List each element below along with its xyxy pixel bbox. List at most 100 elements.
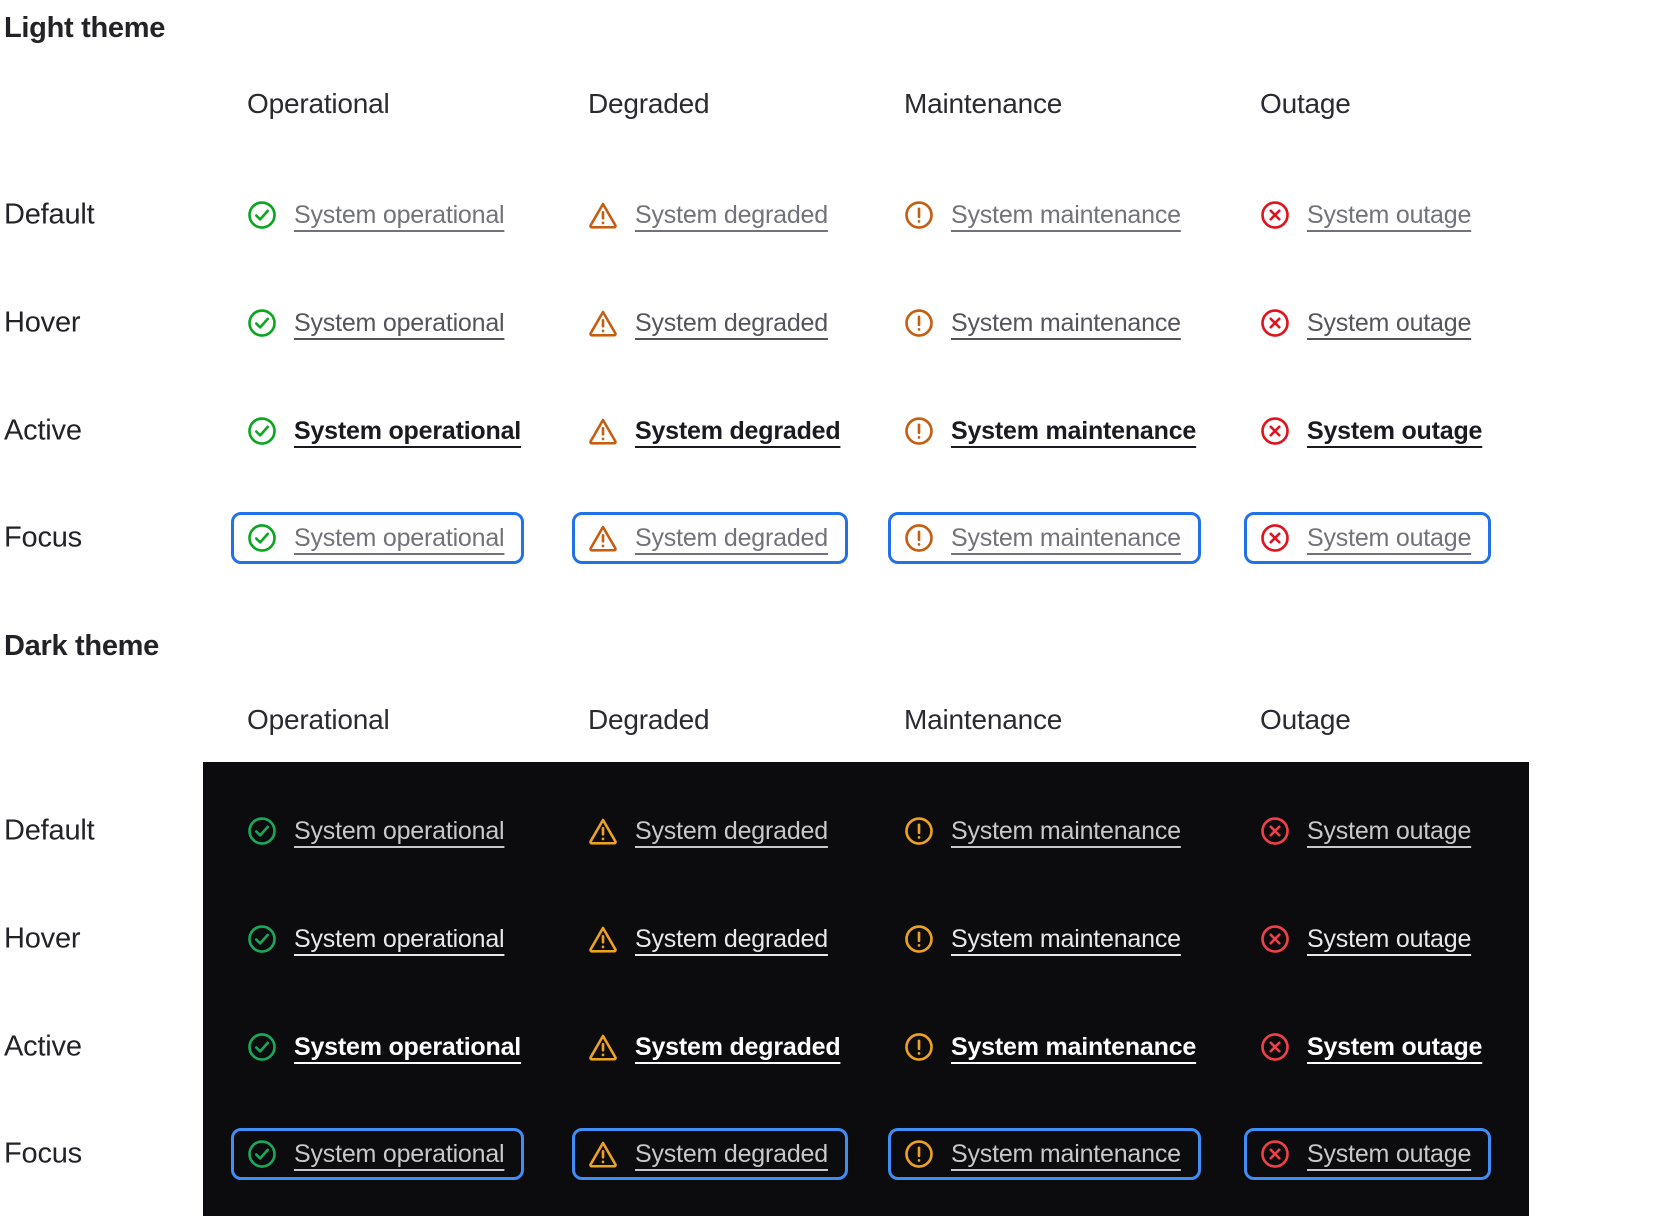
status-link-label: System outage: [1307, 1032, 1483, 1061]
status-link-label: System maintenance: [951, 523, 1181, 552]
status-link-label: System outage: [1307, 816, 1472, 845]
light-column-header-operational: Operational: [247, 88, 390, 119]
status-link-label: System degraded: [635, 308, 828, 337]
light-row-label-active: Active: [4, 414, 82, 447]
status-link-label: System degraded: [635, 1139, 828, 1168]
status-link-label: System maintenance: [951, 308, 1181, 337]
light-degraded-hover-link[interactable]: System degraded: [588, 308, 828, 338]
dark-operational-active-link[interactable]: System operational: [247, 1032, 521, 1062]
dark-theme-heading: Dark theme: [4, 630, 159, 662]
status-link-label: System outage: [1307, 416, 1483, 445]
light-operational-hover-link[interactable]: System operational: [247, 308, 505, 338]
light-operational-active-link[interactable]: System operational: [247, 416, 521, 446]
light-row-label-hover: Hover: [4, 306, 81, 339]
warning-triangle-icon: [588, 523, 618, 553]
x-circle-icon: [1260, 1139, 1290, 1169]
status-link-label: System outage: [1307, 523, 1472, 552]
check-circle-icon: [247, 523, 277, 553]
dark-operational-focus-link[interactable]: System operational: [231, 1128, 525, 1180]
light-row-default: Default System operational System degrad…: [0, 189, 1672, 241]
dark-degraded-hover-link[interactable]: System degraded: [588, 924, 828, 954]
status-link-label: System outage: [1307, 200, 1472, 229]
light-outage-default-link[interactable]: System outage: [1260, 200, 1471, 230]
light-row-hover: Hover System operational System degraded…: [0, 297, 1672, 349]
light-maintenance-active-link[interactable]: System maintenance: [904, 416, 1196, 446]
status-link-label: System outage: [1307, 1139, 1472, 1168]
status-link-label: System maintenance: [951, 816, 1181, 845]
dark-maintenance-default-link[interactable]: System maintenance: [904, 816, 1181, 846]
x-circle-icon: [1260, 924, 1290, 954]
check-circle-icon: [247, 416, 277, 446]
dark-degraded-active-link[interactable]: System degraded: [588, 1032, 841, 1062]
status-link-label: System maintenance: [951, 1139, 1181, 1168]
warning-triangle-icon: [588, 200, 618, 230]
dark-row-active: Active System operational System degrade…: [0, 1021, 1672, 1073]
light-row-focus: Focus System operational System degraded…: [0, 512, 1672, 564]
status-link-label: System operational: [294, 308, 505, 337]
status-link-label: System maintenance: [951, 200, 1181, 229]
status-link-label: System maintenance: [951, 416, 1197, 445]
dark-outage-default-link[interactable]: System outage: [1260, 816, 1471, 846]
dark-row-label-active: Active: [4, 1030, 82, 1063]
check-circle-icon: [247, 924, 277, 954]
dark-row-label-default: Default: [4, 814, 95, 847]
x-circle-icon: [1260, 1032, 1290, 1062]
x-circle-icon: [1260, 816, 1290, 846]
dark-row-hover: Hover System operational System degraded…: [0, 913, 1672, 965]
warning-triangle-icon: [588, 308, 618, 338]
status-link-label: System degraded: [635, 523, 828, 552]
light-maintenance-default-link[interactable]: System maintenance: [904, 200, 1181, 230]
dark-degraded-default-link[interactable]: System degraded: [588, 816, 828, 846]
alert-circle-icon: [904, 200, 934, 230]
dark-degraded-focus-link[interactable]: System degraded: [572, 1128, 848, 1180]
light-outage-hover-link[interactable]: System outage: [1260, 308, 1471, 338]
light-outage-active-link[interactable]: System outage: [1260, 416, 1482, 446]
status-link-label: System outage: [1307, 308, 1472, 337]
dark-operational-hover-link[interactable]: System operational: [247, 924, 505, 954]
status-link-label: System operational: [294, 1139, 505, 1168]
warning-triangle-icon: [588, 416, 618, 446]
light-operational-focus-link[interactable]: System operational: [231, 512, 525, 564]
dark-outage-active-link[interactable]: System outage: [1260, 1032, 1482, 1062]
warning-triangle-icon: [588, 1139, 618, 1169]
x-circle-icon: [1260, 416, 1290, 446]
dark-row-focus: Focus System operational System degraded…: [0, 1128, 1672, 1180]
x-circle-icon: [1260, 200, 1290, 230]
check-circle-icon: [247, 200, 277, 230]
status-link-label: System maintenance: [951, 924, 1181, 953]
dark-outage-focus-link[interactable]: System outage: [1244, 1128, 1492, 1180]
alert-circle-icon: [904, 816, 934, 846]
check-circle-icon: [247, 308, 277, 338]
light-theme-heading: Light theme: [4, 12, 166, 44]
light-outage-focus-link[interactable]: System outage: [1244, 512, 1492, 564]
warning-triangle-icon: [588, 1032, 618, 1062]
status-link-label: System operational: [294, 523, 505, 552]
warning-triangle-icon: [588, 816, 618, 846]
light-operational-default-link[interactable]: System operational: [247, 200, 505, 230]
alert-circle-icon: [904, 1139, 934, 1169]
dark-column-header-maintenance: Maintenance: [904, 704, 1063, 735]
light-maintenance-hover-link[interactable]: System maintenance: [904, 308, 1181, 338]
status-link-label: System degraded: [635, 416, 841, 445]
light-degraded-active-link[interactable]: System degraded: [588, 416, 841, 446]
dark-operational-default-link[interactable]: System operational: [247, 816, 505, 846]
dark-maintenance-hover-link[interactable]: System maintenance: [904, 924, 1181, 954]
alert-circle-icon: [904, 1032, 934, 1062]
status-link-label: System operational: [294, 200, 505, 229]
dark-row-default: Default System operational System degrad…: [0, 805, 1672, 857]
light-degraded-focus-link[interactable]: System degraded: [572, 512, 848, 564]
light-row-label-default: Default: [4, 198, 95, 231]
light-degraded-default-link[interactable]: System degraded: [588, 200, 828, 230]
light-maintenance-focus-link[interactable]: System maintenance: [888, 512, 1201, 564]
alert-circle-icon: [904, 308, 934, 338]
check-circle-icon: [247, 1139, 277, 1169]
dark-maintenance-active-link[interactable]: System maintenance: [904, 1032, 1196, 1062]
alert-circle-icon: [904, 523, 934, 553]
status-link-label: System operational: [294, 924, 505, 953]
dark-maintenance-focus-link[interactable]: System maintenance: [888, 1128, 1201, 1180]
dark-outage-hover-link[interactable]: System outage: [1260, 924, 1471, 954]
dark-column-header-degraded: Degraded: [588, 704, 710, 735]
status-link-label: System operational: [294, 816, 505, 845]
status-link-label: System maintenance: [951, 1032, 1197, 1061]
